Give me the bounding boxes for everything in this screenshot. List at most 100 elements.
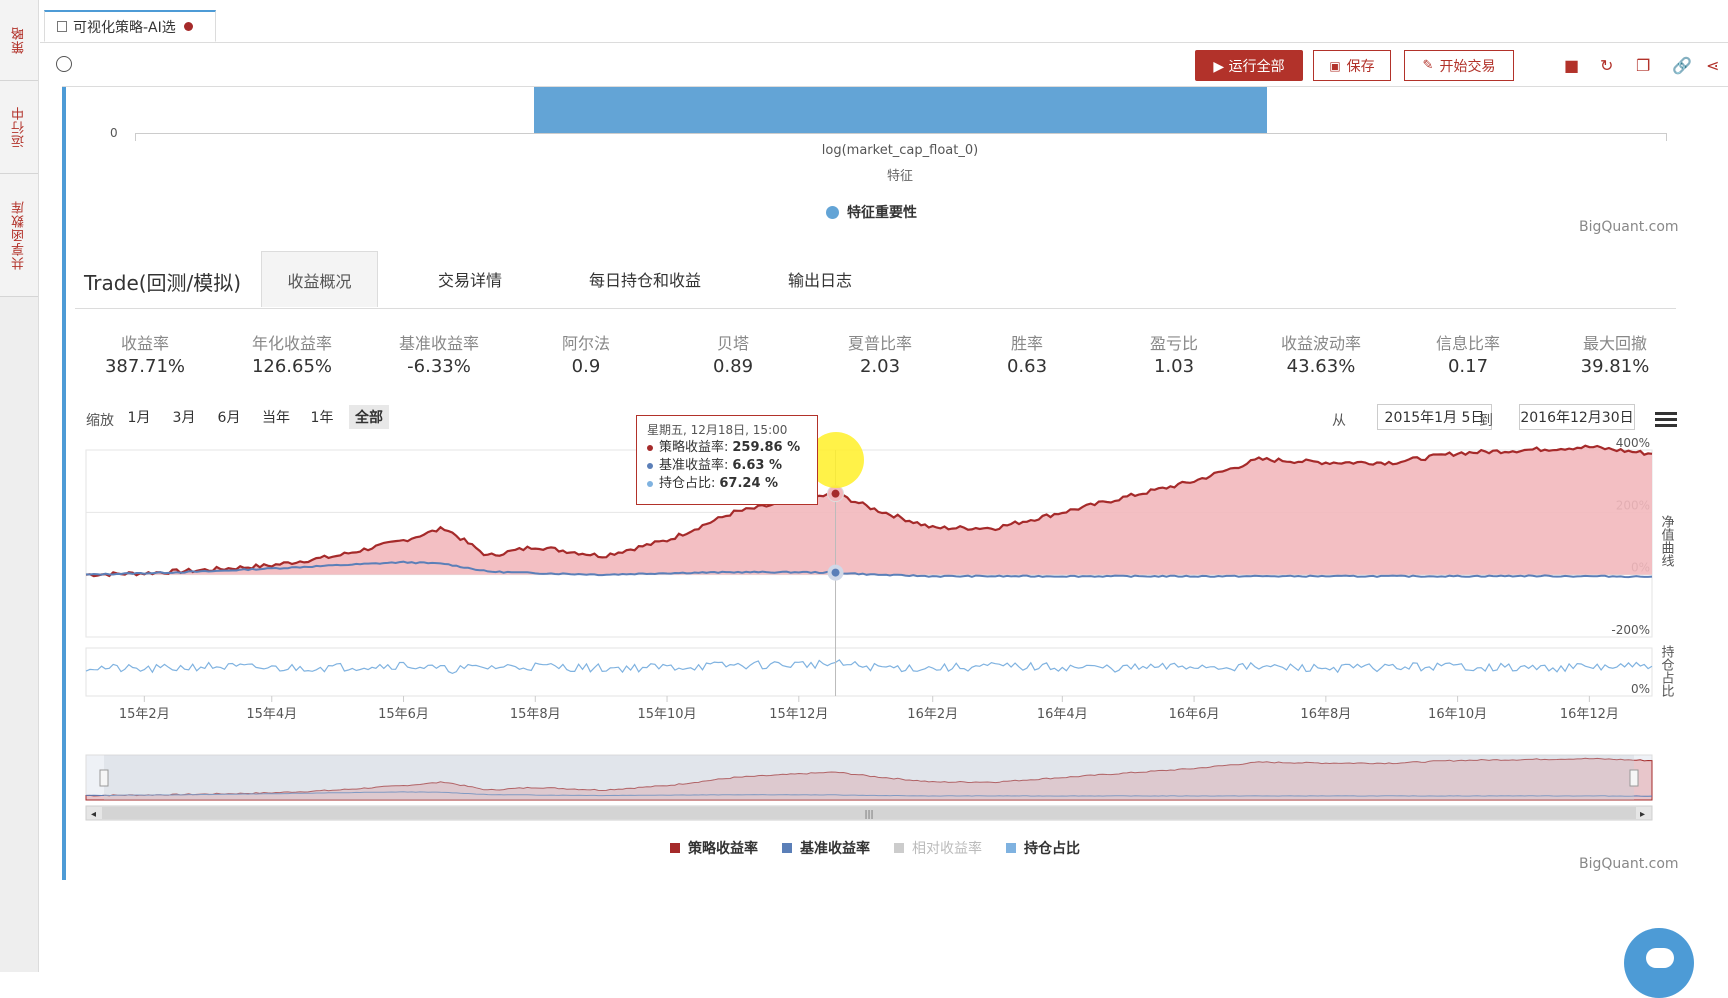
metric-value: 126.65%: [251, 356, 333, 377]
start-trade-button[interactable]: ✎ 开始交易: [1404, 50, 1514, 81]
copy-icon[interactable]: ❐: [1636, 56, 1651, 75]
metric-label: 年化收益率: [251, 334, 332, 353]
backtest-chart[interactable]: 400%200%0%-200%0%净值曲线持仓占比15年2月15年4月15年6月…: [0, 0, 1728, 972]
metric-sharpe: 夏普比率 2.03: [810, 330, 950, 377]
x-axis-tick-label: 16年6月: [1169, 707, 1220, 722]
metric-value: -6.33%: [407, 356, 471, 377]
legend-label: 持仓占比: [1024, 841, 1080, 857]
feature-category-label: log(market_cap_float_0): [821, 143, 979, 158]
x-axis-tick-label: 15年12月: [769, 707, 828, 722]
tab-return-overview[interactable]: 收益概况: [261, 251, 378, 307]
benchmark-hover-point: [831, 568, 840, 577]
bullet-icon: [647, 445, 653, 451]
date-from-input[interactable]: 2015年1月 5日: [1377, 404, 1492, 430]
run-all-button[interactable]: ▶ 运行全部: [1195, 50, 1303, 81]
feature-y-tick: 0: [110, 126, 118, 140]
tab-output-log[interactable]: 输出日志: [770, 251, 870, 307]
date-from-label: 从: [1332, 413, 1346, 429]
sidebar-item-running[interactable]: 运行中: [0, 81, 38, 174]
legend-label: 策略收益率: [688, 841, 758, 857]
chat-icon: [1646, 948, 1674, 968]
metric-win-rate: 胜率 0.63: [957, 330, 1097, 377]
tooltip-series-name: 持仓占比:: [659, 476, 716, 491]
navigator-left-handle: [99, 769, 109, 787]
tooltip-row: 策略收益率: 259.86 %: [647, 439, 807, 457]
tooltip-series-name: 基准收益率:: [659, 458, 729, 473]
stop-icon[interactable]: ■: [1564, 56, 1580, 75]
zoom-button-label: 6月: [217, 410, 241, 426]
right-axis-title: 净值曲线: [1659, 515, 1675, 567]
navigator-selection: [104, 755, 1634, 800]
run-all-label: ▶ 运行全部: [1213, 58, 1285, 75]
metric-label: 收益波动率: [1280, 334, 1361, 353]
zoom-button-label: 1月: [127, 410, 151, 426]
legend-item-position[interactable]: 持仓占比: [1006, 838, 1080, 858]
benchmark-line: [85, 560, 1653, 579]
share-icon[interactable]: ⋖: [1706, 56, 1720, 75]
legend-item-relative[interactable]: 相对收益率: [894, 838, 982, 858]
refresh-icon[interactable]: ↻: [1600, 56, 1614, 75]
zoom-1m-button[interactable]: 1月: [122, 405, 156, 429]
feature-credits[interactable]: BigQuant.com: [1579, 219, 1679, 235]
date-from-value: 2015年1月 5日: [1384, 410, 1485, 426]
zoom-button-label: 当年: [262, 410, 290, 426]
legend-label: 基准收益率: [800, 841, 870, 857]
sidebar-item-shared-functions[interactable]: 共享函数库: [0, 174, 38, 297]
chart-menu-icon[interactable]: [1655, 412, 1677, 430]
chart-credits[interactable]: BigQuant.com: [1579, 856, 1679, 872]
save-icon: ▣: [1329, 58, 1341, 73]
y-axis-tick-label: -200%: [1611, 623, 1650, 637]
metric-label: 基准收益率: [398, 334, 479, 353]
zoom-3m-button[interactable]: 3月: [167, 405, 201, 429]
metric-value: 43.63%: [1286, 356, 1356, 377]
chart-legend: 策略收益率 基准收益率 相对收益率 持仓占比: [670, 838, 1080, 858]
metric-value: 39.81%: [1580, 356, 1650, 377]
status-circle-icon[interactable]: [56, 56, 72, 72]
content-left-border: [62, 87, 66, 880]
zoom-ytd-button[interactable]: 当年: [257, 405, 295, 429]
navigator-scrollbar-thumb: [102, 807, 1636, 819]
legend-dot-icon: [826, 205, 839, 219]
right-axis-title: 持仓占比: [1659, 645, 1675, 698]
date-to-input[interactable]: 2016年12月30日: [1519, 404, 1635, 430]
date-to-value: 2016年12月30日: [1520, 410, 1634, 426]
link-icon[interactable]: 🔗: [1672, 56, 1692, 75]
date-to-label: 到: [1479, 413, 1493, 429]
navigator-right-handle: [1629, 769, 1639, 787]
legend-item-benchmark[interactable]: 基准收益率: [782, 838, 870, 858]
zoom-button-label: 1年: [310, 410, 334, 426]
sub-plot-frame: [85, 647, 1653, 697]
legend-item-strategy[interactable]: 策略收益率: [670, 838, 758, 858]
tab-strategy-file[interactable]: 可视化策略-AI选: [44, 10, 216, 42]
tab-label: 收益概况: [287, 271, 352, 291]
zoom-all-button[interactable]: 全部: [349, 405, 389, 429]
navigator-benchmark-line: [86, 791, 1653, 797]
metric-value: 2.03: [859, 356, 901, 377]
chart-tooltip: 星期五, 12月18日, 15:00 策略收益率: 259.86 % 基准收益率:…: [636, 415, 818, 505]
navigator-strategy-area: [85, 757, 1653, 801]
metric-value: 0.17: [1447, 356, 1489, 377]
x-axis-tick-label: 16年4月: [1037, 707, 1088, 722]
zoom-6m-button[interactable]: 6月: [212, 405, 246, 429]
tabs-divider: [75, 308, 1676, 309]
feature-x-axis: [135, 133, 1667, 134]
sidebar-item-strategy[interactable]: 策略: [0, 0, 38, 81]
tab-label: 每日持仓和收益: [588, 271, 701, 290]
zoom-1y-button[interactable]: 1年: [305, 405, 339, 429]
save-button[interactable]: ▣ 保存: [1313, 50, 1391, 81]
left-sidebar: 策略 运行中 共享函数库: [0, 0, 39, 972]
metric-profit-loss-ratio: 盈亏比 1.03: [1104, 330, 1244, 377]
file-icon: [57, 21, 67, 32]
feature-legend[interactable]: 特征重要性: [826, 202, 917, 222]
tab-trade-details[interactable]: 交易详情: [420, 251, 520, 307]
tooltip-row: 基准收益率: 6.63 %: [647, 457, 807, 475]
metric-return: 收益率 387.71%: [75, 330, 215, 377]
position-ratio-line: [85, 659, 1653, 675]
legend-square-icon: [1006, 843, 1016, 853]
metric-value: 1.03: [1153, 356, 1195, 377]
chat-support-button[interactable]: [1624, 928, 1694, 998]
scroll-grip-icon: |||: [864, 810, 873, 820]
metric-label: 最大回撤: [1582, 334, 1647, 353]
tab-daily-positions[interactable]: 每日持仓和收益: [575, 251, 715, 307]
y-axis-tick-label: 400%: [1616, 436, 1650, 450]
